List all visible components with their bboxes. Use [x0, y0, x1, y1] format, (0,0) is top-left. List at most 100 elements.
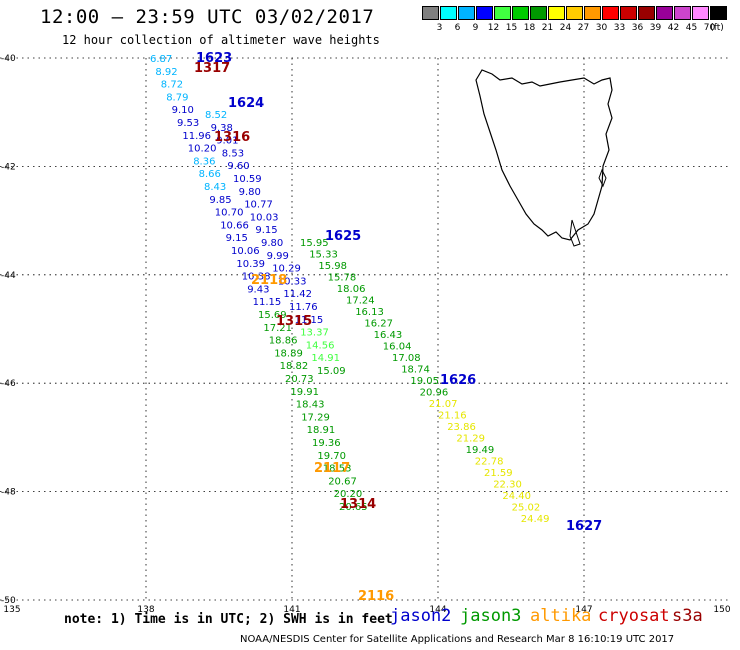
wave-height-label: 24.40 [502, 491, 531, 502]
wave-height-label: 18.82 [280, 361, 309, 372]
wave-height-label: 18.74 [401, 365, 430, 376]
wave-height-label: 9.85 [209, 195, 231, 206]
wave-height-label: 16.04 [383, 342, 412, 353]
wave-height-label: 8.53 [222, 148, 244, 159]
wave-height-label: 10.39 [236, 259, 265, 270]
wave-height-label: 15.78 [328, 273, 357, 284]
scale-swatch [620, 6, 637, 20]
wave-height-label: 10.66 [220, 220, 249, 231]
wave-height-label: 10.77 [244, 200, 273, 211]
wave-height-label: 9.10 [172, 105, 194, 116]
wave-height-label: 16.43 [374, 330, 403, 341]
wave-height-label: 21.59 [484, 468, 513, 479]
scale-swatch [476, 6, 493, 20]
wave-height-label: 22.30 [493, 480, 522, 491]
wave-height-label: 15.98 [318, 261, 347, 272]
scale-label: 21 [541, 23, 554, 33]
wave-height-label: 10.38 [242, 272, 271, 283]
wave-height-label: 19.70 [317, 451, 346, 462]
wave-height-label: 17.29 [301, 412, 330, 423]
tasmania-outline [475, 69, 613, 241]
wave-height-label: 15.95 [300, 238, 329, 249]
scale-label: 70 [703, 23, 716, 33]
lon-label: 138 [137, 605, 154, 615]
wave-height-label: 14.56 [306, 340, 335, 351]
lat-lon-grid [0, 57, 730, 601]
wave-height-label: 24.49 [521, 514, 550, 525]
wave-height-label: 11.96 [182, 131, 211, 142]
wave-height-label: 17.08 [392, 353, 421, 364]
wave-height-label: 9.80 [239, 187, 261, 198]
pass-number-label: 1626 [440, 373, 476, 388]
map-subtitle: 12 hour collection of altimeter wave hei… [62, 33, 380, 47]
scale-label: 9 [472, 23, 479, 33]
wave-height-label: 25.02 [512, 503, 541, 514]
wave-height-label: 9.15 [226, 233, 248, 244]
scale-swatch [584, 6, 601, 20]
legend-cryosat: cryosat [598, 606, 670, 626]
scale-label: 45 [685, 23, 698, 33]
scale-label: 42 [667, 23, 680, 33]
scale-swatch [674, 6, 691, 20]
pass-number-label: 1316 [214, 130, 250, 145]
wave-height-label: 10.03 [250, 212, 279, 223]
wave-height-label: 21.16 [438, 411, 467, 422]
legend-altika: altika [530, 606, 592, 626]
scale-swatch [458, 6, 475, 20]
scale-label: 15 [505, 23, 518, 33]
wave-labels: 6.87 8.92 8.728.79 9.10 9.53 11.96 10.208.36 8.… [150, 54, 549, 525]
wave-height-label: 17.24 [346, 296, 375, 307]
wave-height-label: 9.43 [247, 284, 269, 295]
scale-label: 6 [454, 23, 461, 33]
wave-height-label: 18.06 [337, 284, 366, 295]
pass-number-label: 2117 [314, 461, 350, 476]
wave-height-label: 11.76 [289, 302, 318, 313]
wave-height-label: 9.15 [255, 225, 277, 236]
scale-label: 30 [595, 23, 608, 33]
wave-height-label: 20.73 [285, 374, 314, 385]
wave-height-label: 21.29 [456, 434, 485, 445]
pass-number-label: 1315 [276, 314, 312, 329]
lat-label: -44 [1, 271, 16, 281]
scale-unit: (ft) [710, 23, 724, 33]
wave-height-label: 8.36 [193, 156, 215, 167]
wave-height-label: 9.60 [227, 161, 249, 172]
lat-label: -46 [1, 379, 16, 389]
legend-jason3: jason3 [460, 606, 522, 626]
wave-height-label: 9.80 [261, 238, 283, 249]
wave-height-label: 19.36 [312, 438, 341, 449]
map-title: 12:00 – 23:59 UTC 03/02/2017 [40, 6, 375, 28]
wave-height-label: 6.87 [150, 54, 172, 65]
wave-height-label: 8.92 [155, 67, 177, 78]
pass-number-label: 1625 [325, 229, 361, 244]
wave-height-label: 23.86 [447, 422, 476, 433]
wave-height-label: 10.06 [231, 246, 260, 257]
pass-number-label: 2116 [358, 589, 394, 604]
scale-label: 24 [559, 23, 572, 33]
wave-height-label: 20.67 [328, 476, 357, 487]
lon-label: 144 [429, 605, 446, 615]
wave-height-label: 11.15 [295, 315, 324, 326]
scale-swatch [422, 6, 439, 20]
wave-height-label: 17.21 [263, 323, 292, 334]
legend-s3a: s3a [672, 606, 703, 626]
wave-height-label: 18.91 [307, 425, 336, 436]
pass-number-label: 1627 [566, 519, 602, 534]
map-note: note: 1) Time is in UTC; 2) SWH is in fe… [64, 612, 393, 627]
wave-height-label: 19.49 [466, 445, 495, 456]
lat-label: -48 [1, 488, 16, 498]
wave-height-label: 15.69 [258, 310, 287, 321]
wave-height-label: 11.15 [253, 297, 282, 308]
bruny-island [569, 219, 581, 247]
lon-label: 135 [3, 605, 20, 615]
pass-number-label: 1624 [228, 96, 264, 111]
scale-swatch [692, 6, 709, 20]
wave-height-label: 20.20 [334, 489, 363, 500]
legend-jason2: jason2 [390, 606, 452, 626]
wave-height-label: 9.53 [177, 118, 199, 129]
scale-label: 39 [649, 23, 662, 33]
lat-label: -50 [1, 596, 16, 606]
wave-height-label: 21.07 [429, 399, 458, 410]
pass-number-label: 1314 [340, 497, 376, 512]
